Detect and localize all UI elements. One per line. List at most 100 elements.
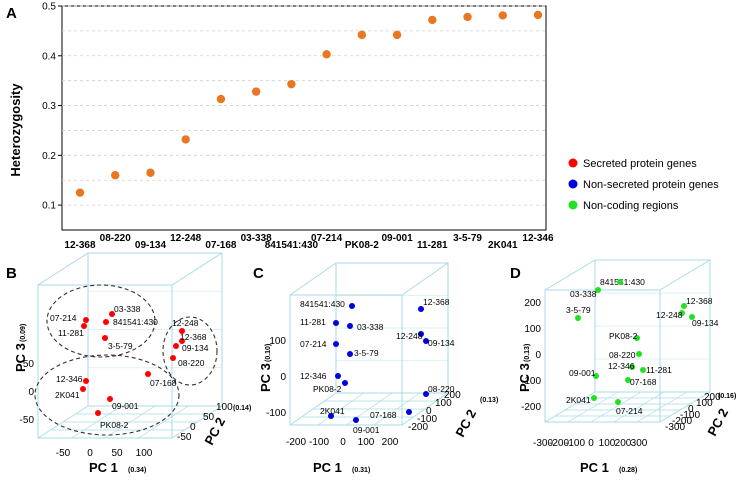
pca-data-point	[342, 380, 348, 386]
x-tick-label: 300	[631, 438, 648, 449]
panel-a-category-label: 3-5-79	[453, 233, 482, 244]
panel-a-ytick-label: 0.1	[42, 201, 56, 212]
floor-grid-line	[613, 391, 665, 423]
panel-a-data-point	[287, 79, 296, 89]
pca-point-label: 11-281	[300, 317, 326, 327]
pca-data-point	[145, 371, 151, 377]
pca-point-label: 09-001	[353, 425, 380, 435]
pca-data-point	[679, 310, 685, 316]
pca-data-point	[109, 311, 115, 317]
z-tick-label: -200	[521, 402, 541, 413]
y-tick-label: -300	[665, 422, 685, 433]
panel-a-data-point	[146, 168, 155, 177]
panel-b-letter: B	[6, 265, 17, 282]
pca-data-point	[591, 395, 597, 401]
panel-a-data-point	[111, 171, 120, 180]
x-tick-label: 100	[599, 438, 616, 449]
panel-a-category-label: 12-346	[522, 233, 554, 244]
y-tick-label: -50	[177, 432, 192, 443]
z-tick-label: 0	[28, 387, 34, 398]
panel-d-pc2-title: PC 2	[704, 406, 731, 439]
pca-point-label: 03-338	[114, 304, 141, 314]
pca-data-point	[81, 323, 87, 329]
pca-data-point	[179, 338, 185, 344]
x-tick-label: 100	[358, 437, 375, 448]
pca-data-point	[617, 279, 623, 285]
z-tick-label: 0	[535, 350, 541, 361]
legend-label: Non-coding regions	[583, 200, 679, 212]
y-tick-label: -100	[680, 410, 700, 421]
z-tick-label: 100	[269, 336, 286, 347]
box-edge	[401, 262, 449, 296]
pca-point-label: 2K041	[55, 390, 80, 400]
pca-data-point	[170, 355, 176, 361]
pca-point-label: 07-214	[50, 313, 77, 323]
pca-data-point	[681, 303, 687, 309]
pca-data-point	[629, 364, 635, 370]
x-tick-label: -200	[549, 438, 569, 449]
panel-c-3d-box	[289, 262, 449, 426]
x-tick-label: 50	[111, 448, 123, 459]
pca-data-point	[625, 377, 631, 383]
box-edge	[544, 391, 596, 423]
pca-point-label: 08-220	[178, 358, 205, 368]
panel-a-category-label: 841541:430	[265, 240, 319, 251]
z-tick-label: -50	[20, 415, 35, 426]
pca-data-point	[347, 323, 353, 329]
pca-point-label: 12-248	[656, 310, 683, 320]
pca-data-point	[347, 351, 353, 357]
panel-d-pc2-label: PC 2	[704, 406, 731, 439]
panel-d-pc3-label: PC 3 (0.13)	[517, 344, 532, 392]
legend-label: Secreted protein genes	[583, 158, 697, 170]
panel-d-3d-box	[544, 259, 711, 423]
panel-c-pc2-title: PC 2	[452, 407, 479, 440]
pca-point-label: 3-5-79	[354, 348, 379, 358]
pca-data-point	[406, 409, 412, 415]
x-tick-label: -200	[286, 437, 306, 448]
pca-point-label: 12-346	[56, 374, 83, 384]
panel-a-data-point	[181, 135, 190, 144]
pca-data-point	[418, 331, 424, 337]
pca-point-label: 09-001	[569, 368, 596, 378]
panel-a-category-label: 11-281	[417, 240, 448, 251]
legend-marker	[568, 158, 578, 168]
panel-c-pc3-pct: (0.10)	[265, 344, 272, 362]
panel-b-cluster-ellipse-1	[46, 284, 156, 358]
pca-data-point	[335, 373, 341, 379]
panel-b-pc1-pct: (0.34)	[128, 467, 146, 474]
z-tick-label: -100	[521, 376, 541, 387]
box-front-face	[544, 289, 661, 423]
panel-a-category-label: 03-338	[241, 233, 273, 244]
panel-c-pc2-label: PC 2	[452, 407, 479, 440]
y-tick-label: -200	[672, 416, 692, 427]
panel-a-category-label: 2K041	[488, 240, 518, 251]
panel-b-cluster-ellipse-3	[34, 354, 180, 436]
panel-d-pc1-pct: (0.28)	[619, 467, 637, 474]
x-tick-label: 200	[382, 437, 399, 448]
x-tick-label: 0	[340, 437, 346, 448]
pca-point-label: 841541:430	[300, 299, 345, 309]
y-tick-label: 100	[216, 402, 233, 413]
panel-a-points	[75, 10, 543, 197]
box-edge	[289, 262, 337, 296]
panel-a-ytick-label: 0.4	[42, 51, 56, 62]
panel-b-pc1-title: PC 1	[89, 460, 118, 475]
pca-point-label: 12-346	[608, 361, 635, 371]
panel-a-category-label: 09-134	[135, 240, 167, 251]
pca-point-label: 09-134	[692, 318, 719, 328]
y-tick-label: 0	[190, 422, 196, 433]
panel-c-letter: C	[253, 265, 264, 282]
pca-data-point	[333, 341, 339, 347]
x-tick-label: 200	[615, 438, 632, 449]
pca-data-point	[575, 315, 581, 321]
pca-data-point	[615, 399, 621, 405]
pca-point-label: 12-248	[172, 318, 199, 328]
pca-point-label: 07-214	[300, 339, 327, 349]
y-tick-label: 50	[203, 412, 215, 423]
panel-a-data-point	[322, 50, 331, 59]
panel-a-data-point	[533, 10, 543, 20]
x-tick-label: -50	[56, 448, 71, 459]
pca-data-point	[83, 378, 89, 384]
